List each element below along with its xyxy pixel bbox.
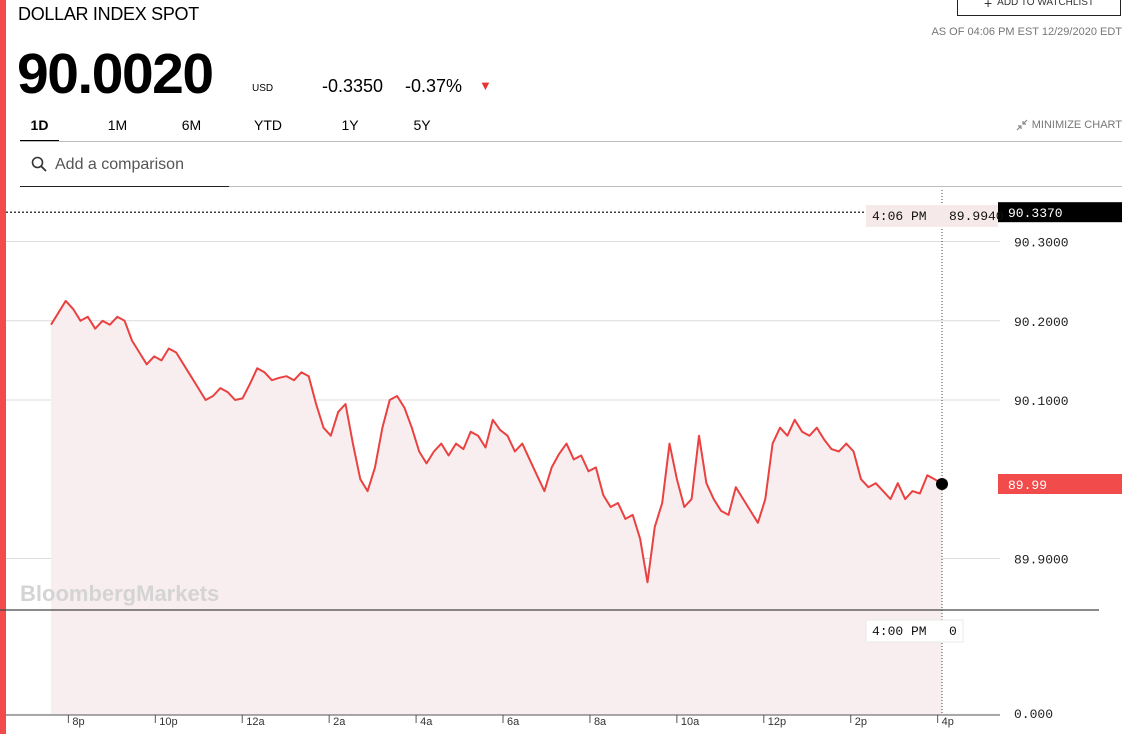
- price-value: 90.0020: [17, 42, 214, 106]
- y-tick-label: 90.2000: [1014, 315, 1069, 330]
- cursor-tooltip-value: 89.9940: [949, 209, 1004, 224]
- tab-5y[interactable]: 5Y: [413, 117, 431, 133]
- minimize-label: MINIMIZE CHART: [1031, 119, 1122, 131]
- search-divider: [229, 186, 1122, 187]
- last-value-tag: [998, 474, 1122, 494]
- volume-tooltip-value: 0: [949, 624, 957, 639]
- down-arrow-icon: ▼: [479, 78, 492, 93]
- price-series-line: [50, 299, 943, 584]
- x-tick-label: 12a: [246, 716, 265, 728]
- tab-6m[interactable]: 6M: [181, 117, 202, 133]
- comparison-input[interactable]: [55, 152, 225, 178]
- search-icon: [31, 156, 47, 172]
- watchlist-label: ADD TO WATCHLIST: [997, 0, 1095, 8]
- y-tick-label: 90.1000: [1014, 394, 1069, 409]
- x-tick-label: 4p: [942, 716, 954, 728]
- x-axis-ticks: 8p 10p 12a 2a 4a 6a 8a 10a 12p 2p 4p: [67, 715, 954, 728]
- x-tick-label: 4a: [420, 716, 433, 728]
- last-point-marker[interactable]: [936, 478, 948, 490]
- y-tick-label: 89.9000: [1014, 552, 1069, 567]
- comparison-search: [20, 150, 229, 187]
- minimize-icon: [1016, 119, 1028, 131]
- tab-ytd[interactable]: YTD: [254, 117, 282, 133]
- x-tick-label: 2p: [855, 716, 867, 728]
- cursor-tooltip: [866, 205, 998, 227]
- price-change-percent: -0.37%: [405, 76, 463, 96]
- as-of-timestamp: AS OF 04:06 PM EST 12/29/2020 EDT: [931, 26, 1122, 38]
- cursor-tooltip-time: 4:06 PM: [872, 209, 927, 224]
- tabs-divider: [20, 141, 1122, 142]
- x-tick-label: 10p: [159, 716, 177, 728]
- plus-icon: +: [983, 0, 993, 11]
- x-tick-label: 8a: [594, 716, 607, 728]
- tab-1y[interactable]: 1Y: [341, 117, 359, 133]
- reference-value-label: 90.3370: [1008, 206, 1063, 221]
- x-tick-label: 2a: [333, 716, 346, 728]
- add-to-watchlist-button[interactable]: + ADD TO WATCHLIST: [957, 0, 1121, 16]
- price-area-fill: [51, 300, 942, 715]
- volume-tooltip: [865, 619, 964, 643]
- y-axis-ticks: 90.3000 90.2000 90.1000 89.9000: [1014, 236, 1069, 568]
- reference-value-tag: [998, 202, 1122, 223]
- minimize-chart-button[interactable]: MINIMIZE CHART: [1016, 119, 1122, 131]
- last-value-label: 89.99: [1008, 478, 1047, 493]
- page-title: DOLLAR INDEX SPOT: [18, 4, 199, 24]
- x-tick-label: 8p: [72, 716, 84, 728]
- y-tick-label: 90.3000: [1014, 236, 1069, 251]
- x-tick-label: 12p: [768, 716, 786, 728]
- volume-tooltip-time: 4:00 PM: [872, 624, 927, 639]
- x-tick-label: 6a: [507, 716, 520, 728]
- bloomberg-watermark: BloombergMarkets: [20, 581, 219, 606]
- tab-1m[interactable]: 1M: [107, 117, 128, 133]
- volume-axis-label: 0.000: [1014, 707, 1053, 722]
- x-tick-label: 10a: [681, 716, 700, 728]
- accent-bar: [0, 0, 6, 734]
- currency-label: USD: [252, 83, 274, 94]
- price-change: -0.3350: [322, 76, 384, 96]
